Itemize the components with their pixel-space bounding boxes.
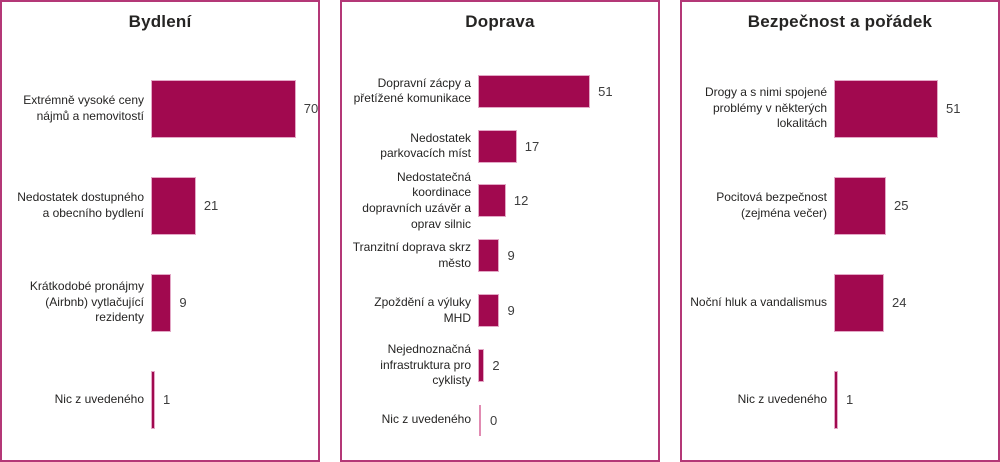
bar[interactable] (152, 177, 195, 234)
value-label: 1 (846, 392, 854, 407)
category-label: Nedostatečná koordinace dopravních uzávě… (362, 169, 471, 231)
bar-row: Nejednoznačná infrastruktura pro cyklist… (342, 338, 658, 393)
value-label: 12 (513, 193, 529, 209)
bar-row: Noční hluk a vandalismus 24 (682, 254, 998, 351)
bar-row: Nic z uvedeného 0 (342, 393, 658, 448)
bar-row: Krátkodobé pronájmy (Airbnb) vytlačující… (2, 254, 318, 351)
category-label: Nic z uvedeného (737, 391, 827, 406)
bar-row: Drogy a s nimi spojené problémy v někter… (682, 60, 998, 157)
bar[interactable] (479, 295, 499, 327)
plot-area-bezpecnost: Drogy a s nimi spojené problémy v někter… (682, 2, 998, 460)
value-label: 51 (946, 101, 961, 116)
value-label: 2 (492, 357, 500, 373)
category-label: Krátkodobé pronájmy (Airbnb) vytlačující… (29, 279, 144, 325)
bar-row: Zpoždění a výluky MHD 9 (342, 283, 658, 338)
bar-row: Nic z uvedeného 1 (2, 351, 318, 448)
bar[interactable] (479, 349, 484, 381)
value-label: 17 (524, 138, 540, 154)
bar[interactable] (835, 177, 885, 234)
plot-area-doprava: Dopravní zácpy a přetížené komunikace 51 N… (342, 2, 658, 460)
category-label: Drogy a s nimi spojené problémy v někter… (704, 85, 827, 131)
value-label: 9 (507, 248, 515, 264)
value-label: 21 (203, 198, 219, 213)
category-label: Tranzitní doprava skrz město (352, 240, 471, 270)
bar[interactable] (835, 274, 883, 331)
category-label: Noční hluk a vandalismus (690, 294, 827, 309)
bar[interactable] (479, 185, 505, 217)
bar-row: Nedostatek dostupného a obecního bydlení… (2, 157, 318, 254)
category-label: Nejednoznačná infrastruktura pro cyklist… (380, 342, 471, 388)
bar-row: Dopravní zácpy a přetížené komunikace 51 (342, 64, 658, 119)
bar-row: Nic z uvedeného 1 (682, 351, 998, 448)
chart-title-bydleni: Bydlení (128, 12, 192, 31)
value-label: 51 (598, 83, 613, 99)
bar-row: Tranzitní doprava skrz město 9 (342, 228, 658, 283)
category-label: Nedostatek parkovacích míst (380, 130, 471, 161)
chart-title-doprava: Doprava (465, 12, 535, 31)
value-label: 0 (490, 412, 498, 428)
chart-panel-bezpecnost: Bezpečnost a pořádek Drogy a s nimi spoj… (680, 0, 1000, 462)
category-label: Nic z uvedeného (381, 412, 471, 427)
bar[interactable] (835, 371, 837, 428)
bar-row: Nedostatečná koordinace dopravních uzávě… (342, 169, 658, 231)
plot-area-bydleni: Extrémně vysoké ceny nájmů a nemovitostí… (2, 2, 318, 460)
category-label: Extrémně vysoké ceny nájmů a nemovitostí (23, 92, 144, 123)
chart-panel-doprava: Doprava Dopravní zácpy a přetížené komun… (340, 0, 660, 462)
value-label: 9 (507, 303, 515, 319)
category-label: Zpoždění a výluky MHD (374, 294, 471, 325)
bar[interactable] (479, 240, 499, 272)
category-label: Pocitová bezpečnost (zejména večer) (716, 189, 827, 220)
bar[interactable] (479, 130, 516, 162)
category-label: Nic z uvedeného (54, 391, 144, 406)
bar[interactable] (835, 80, 937, 137)
value-label: 24 (892, 295, 907, 310)
value-label: 25 (894, 198, 909, 213)
chart-panel-bydleni: Bydlení Extrémně vysoké ceny nájmů a nem… (0, 0, 320, 462)
bar[interactable] (479, 75, 590, 107)
value-label: 1 (163, 392, 171, 407)
chart-title-bezpecnost: Bezpečnost a pořádek (747, 12, 933, 31)
bar[interactable] (152, 274, 171, 331)
bar-row: Pocitová bezpečnost (zejména večer) 25 (682, 157, 998, 254)
value-label: 9 (179, 295, 187, 310)
bar[interactable] (479, 404, 481, 436)
category-label: Dopravní zácpy a přetížené komunikace (353, 75, 471, 106)
bar[interactable] (152, 371, 155, 428)
bar-row: Nedostatek parkovacích míst 17 (342, 119, 658, 174)
value-label: 70 (303, 101, 319, 116)
bar[interactable] (152, 80, 295, 137)
category-label: Nedostatek dostupného a obecního bydlení (17, 189, 144, 220)
bar-row: Extrémně vysoké ceny nájmů a nemovitostí… (2, 60, 318, 157)
